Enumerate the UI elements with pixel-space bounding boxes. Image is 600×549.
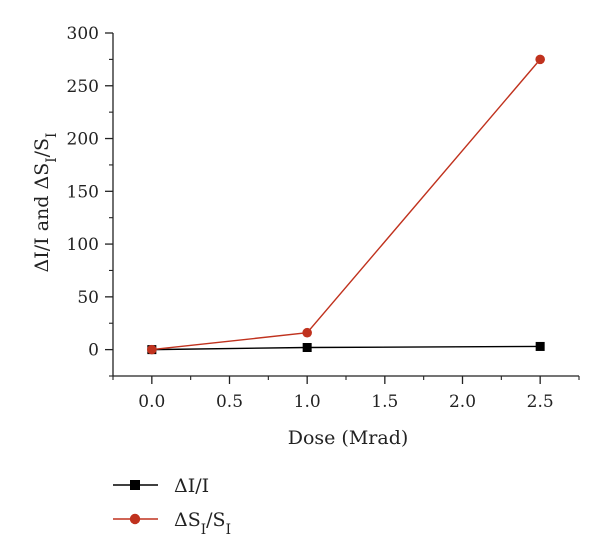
legend-label: ΔSI/SI: [174, 509, 231, 538]
x-tick-label: 2.5: [527, 392, 554, 412]
data-point-square: [302, 343, 312, 353]
y-tick-label: 250: [67, 77, 99, 97]
x-axis-title: Dose (Mrad): [288, 427, 409, 449]
legend-item: ΔI/I: [113, 475, 209, 497]
y-tick-label: 300: [67, 24, 99, 44]
data-point-square: [535, 341, 545, 351]
legend-item: ΔSI/SI: [113, 509, 231, 538]
y-tick-label: 50: [77, 288, 99, 308]
y-axis-title: ΔI/I and ΔSI/SI: [31, 133, 60, 273]
data-point-circle: [302, 327, 312, 338]
axes: 0 50 100 150 200 250 300 0.0 0.5 1.0 1.5 2.0 2.5 Dose…: [31, 24, 580, 449]
x-tick-label: 1.5: [371, 392, 398, 412]
data-point-circle: [535, 54, 545, 65]
y-tick-label: 150: [67, 182, 99, 202]
series-line: [151, 345, 541, 351]
y-tick-label: 0: [88, 341, 99, 361]
series-2: [147, 54, 545, 355]
x-tick-label: 0.0: [138, 392, 165, 412]
data-point-circle: [147, 344, 157, 355]
series-line: [151, 58, 541, 351]
y-tick-label: 100: [67, 235, 99, 255]
x-tick-label: 2.0: [449, 392, 476, 412]
plot-area: [147, 54, 545, 355]
legend: ΔI/I ΔSI/SI: [113, 475, 231, 538]
legend-marker-circle: [129, 513, 141, 525]
x-tick-label: 0.5: [216, 392, 243, 412]
legend-marker-square: [130, 480, 140, 490]
y-tick-label: 200: [67, 130, 99, 150]
legend-label: ΔI/I: [174, 475, 209, 497]
x-tick-label: 1.0: [294, 392, 321, 412]
